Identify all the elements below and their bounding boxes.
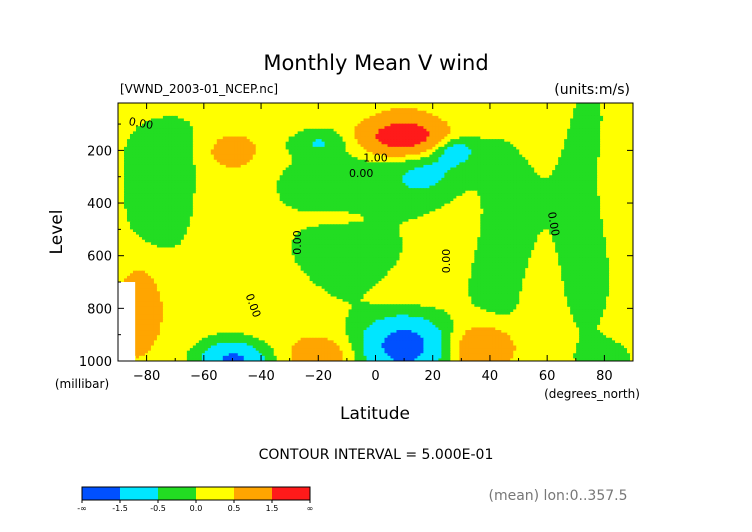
file-label: [VWND_2003-01_NCEP.nc] — [120, 82, 278, 96]
chart-title: Monthly Mean V wind — [263, 51, 488, 75]
units-label: (units:m/s) — [554, 82, 630, 98]
